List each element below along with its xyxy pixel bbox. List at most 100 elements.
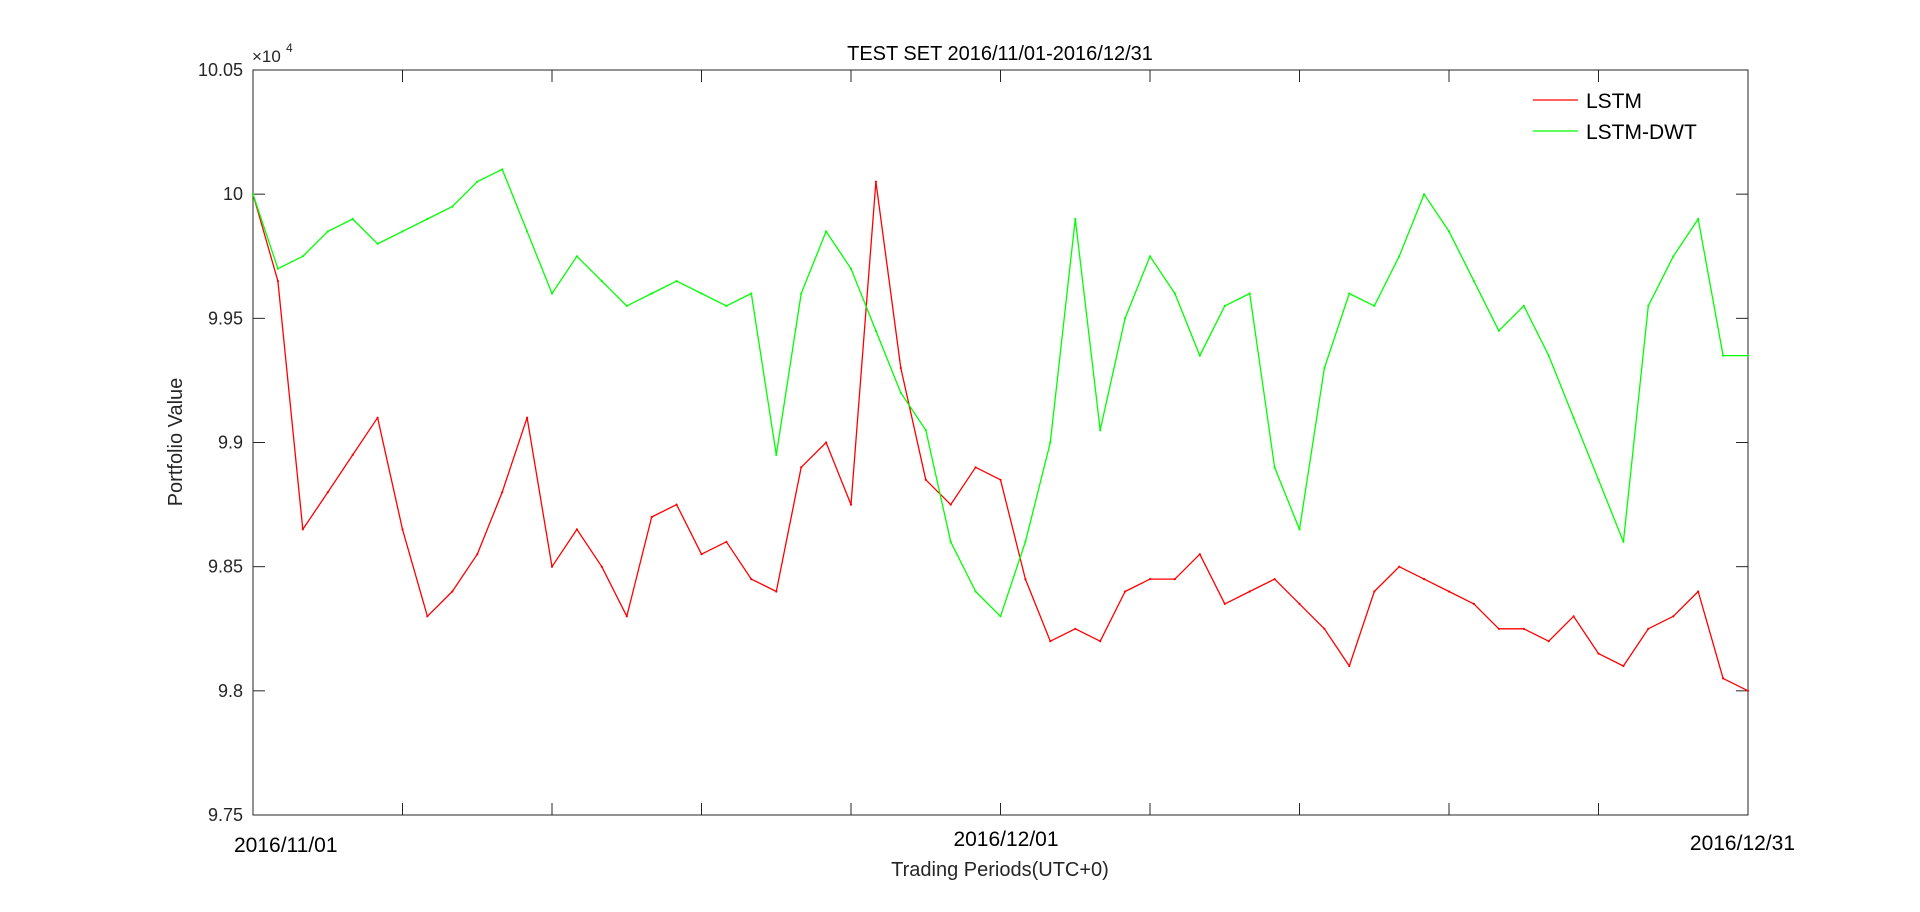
chart-title: TEST SET 2016/11/01-2016/12/31	[847, 43, 1153, 65]
data-point-lstm-dwt	[625, 304, 628, 307]
data-point-lstm-dwt	[251, 193, 255, 196]
data-point-lstm	[825, 441, 828, 444]
data-point-lstm	[476, 553, 479, 556]
legend-label-lstm-dwt: LSTM-DWT	[1586, 121, 1697, 144]
data-point-lstm	[1173, 578, 1176, 581]
y-tick-label: 10	[223, 184, 243, 204]
data-point-lstm	[1398, 565, 1401, 568]
data-point-lstm	[899, 366, 902, 370]
data-point-lstm-dwt	[451, 205, 454, 208]
data-point-lstm-dwt	[775, 453, 778, 456]
data-point-lstm-dwt	[575, 255, 579, 258]
data-point-lstm	[625, 615, 628, 618]
data-point-lstm	[351, 453, 354, 456]
data-point-lstm-dwt	[999, 615, 1002, 618]
legend: LSTM LSTM-DWT	[1533, 90, 1697, 144]
data-point-lstm-dwt	[1398, 255, 1401, 258]
data-point-lstm-dwt	[376, 242, 379, 245]
data-point-lstm-dwt	[750, 292, 753, 295]
data-point-lstm-dwt	[1049, 441, 1052, 444]
data-point-lstm	[401, 528, 404, 531]
data-point-lstm	[1148, 578, 1152, 581]
data-point-lstm	[800, 466, 803, 469]
data-point-lstm-dwt	[1148, 255, 1152, 258]
data-point-lstm-dwt	[1647, 304, 1650, 307]
data-point-lstm-dwt	[924, 429, 927, 432]
data-point-lstm	[1323, 627, 1326, 630]
data-point-lstm-dwt	[725, 304, 728, 307]
data-point-lstm	[924, 478, 927, 481]
data-point-lstm-dwt	[1722, 354, 1725, 357]
data-point-lstm	[974, 466, 977, 469]
data-point-lstm	[1622, 664, 1625, 668]
data-point-lstm	[326, 491, 329, 494]
data-point-lstm	[1722, 677, 1725, 680]
data-point-lstm-dwt	[501, 168, 504, 171]
data-point-lstm-dwt	[1099, 429, 1102, 432]
data-point-lstm-dwt	[1323, 366, 1326, 370]
data-point-lstm	[1248, 590, 1251, 593]
y-tick-label: 9.8	[218, 681, 243, 701]
data-point-lstm	[1373, 590, 1376, 593]
data-point-lstm-dwt	[1273, 466, 1276, 469]
series-layer	[251, 168, 1750, 692]
data-point-lstm	[1223, 602, 1226, 606]
data-point-lstm-dwt	[1223, 304, 1226, 307]
data-point-lstm	[1074, 627, 1077, 630]
data-point-lstm-dwt	[700, 292, 703, 295]
data-point-lstm	[1647, 627, 1650, 630]
data-point-lstm-dwt	[1597, 478, 1600, 481]
data-point-lstm	[1447, 590, 1451, 593]
data-point-lstm-dwt	[1423, 193, 1426, 196]
data-point-lstm-dwt	[1622, 540, 1625, 543]
x-date-label-start: 2016/11/01	[234, 834, 338, 857]
data-point-lstm-dwt	[401, 230, 404, 233]
data-point-lstm-dwt	[1697, 217, 1700, 221]
y-tick-label: 9.95	[208, 308, 243, 328]
data-point-lstm	[1024, 578, 1027, 581]
data-point-lstm-dwt	[1348, 292, 1351, 295]
data-point-lstm	[1099, 640, 1102, 643]
data-point-lstm	[1273, 578, 1276, 581]
data-point-lstm-dwt	[1198, 354, 1201, 357]
data-point-lstm-dwt	[825, 230, 828, 233]
data-point-lstm-dwt	[874, 329, 878, 332]
data-point-lstm-dwt	[301, 255, 304, 258]
data-point-lstm	[1746, 689, 1750, 692]
x-axis-ticks	[402, 70, 1599, 815]
data-point-lstm-dwt	[1522, 304, 1525, 307]
data-point-lstm-dwt	[1173, 292, 1176, 295]
y-exponent-base: ×10	[252, 47, 281, 66]
data-point-lstm-dwt	[1024, 540, 1027, 543]
data-point-lstm	[949, 503, 952, 506]
data-point-lstm	[575, 528, 579, 531]
data-point-lstm	[1198, 553, 1201, 556]
data-point-lstm-dwt	[899, 391, 902, 394]
y-tick-label: 9.85	[208, 557, 243, 577]
data-point-lstm-dwt	[1447, 230, 1451, 233]
data-point-lstm	[550, 565, 554, 568]
data-point-lstm	[526, 416, 529, 419]
data-point-lstm-dwt	[1746, 354, 1750, 357]
data-point-lstm-dwt	[650, 292, 653, 295]
data-point-lstm	[1298, 602, 1301, 606]
data-point-lstm-dwt	[1497, 329, 1500, 332]
data-point-lstm-dwt	[1472, 280, 1475, 283]
data-point-lstm-dwt	[1572, 416, 1575, 419]
data-point-lstm	[1547, 640, 1550, 643]
data-point-lstm-dwt	[326, 230, 329, 233]
y-exponent-power: 4	[286, 41, 293, 55]
data-point-lstm	[1124, 590, 1127, 593]
data-point-lstm	[725, 540, 728, 543]
data-point-lstm-dwt	[1547, 354, 1550, 357]
data-point-lstm-dwt	[276, 267, 279, 270]
data-point-lstm	[874, 180, 878, 183]
legend-label-lstm: LSTM	[1586, 90, 1642, 113]
data-point-lstm-dwt	[849, 267, 853, 270]
y-axis-title: Portfolio Value	[165, 378, 187, 507]
x-date-label-mid: 2016/12/01	[953, 828, 1058, 851]
data-point-lstm	[775, 590, 778, 593]
data-point-lstm-dwt	[476, 180, 479, 183]
y-tick-label: 9.75	[208, 805, 243, 825]
data-point-lstm-dwt	[1373, 304, 1376, 307]
